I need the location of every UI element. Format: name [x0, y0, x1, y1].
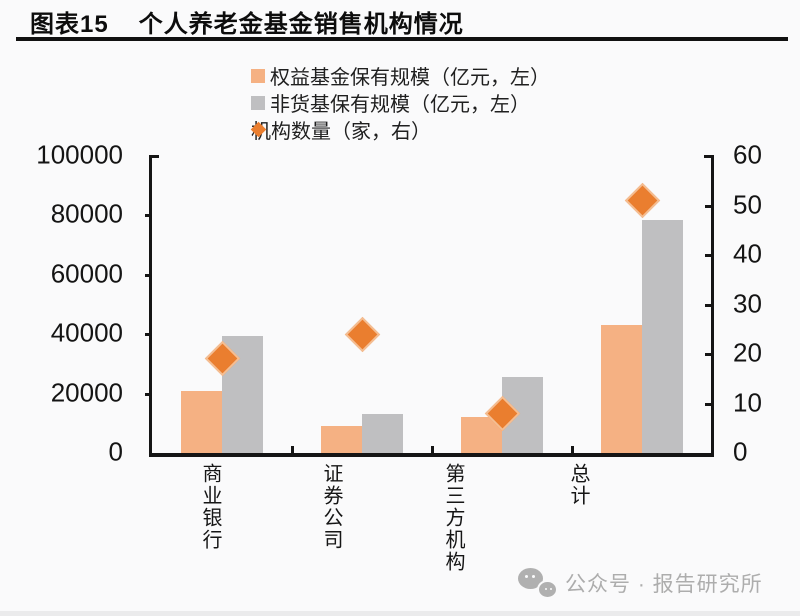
chart-header: 图表15 个人养老金基金销售机构情况: [30, 4, 464, 39]
y-axis-right-tick-label: 60: [733, 139, 762, 170]
legend-square-icon: [251, 95, 265, 110]
watermark: 公众号 · 报告研究所: [518, 567, 763, 599]
x-axis: [149, 453, 714, 457]
watermark-text: 公众号 · 报告研究所: [565, 573, 763, 596]
legend-item: 权益基金保有规模（亿元，左）: [251, 62, 550, 89]
y-axis-left-tick-label: 40000: [50, 317, 123, 348]
chart-legend: 权益基金保有规模（亿元，左） 非货基保有规模（亿元，左） 机构数量（家，右）: [250, 62, 550, 143]
y-axis-left-top-cap: [149, 155, 159, 158]
y-axis-right-tick: [705, 254, 712, 257]
equity-fund-bar: [601, 325, 642, 453]
nonmoney-fund-bar: [642, 219, 683, 453]
y-axis-right: [711, 156, 714, 457]
legend-square-icon: [251, 68, 265, 83]
title-divider: [16, 37, 788, 41]
y-axis-left-tick: [145, 392, 152, 396]
x-axis-tick: [291, 446, 294, 453]
y-axis-right-tick: [705, 402, 712, 406]
y-axis-left-tick-label: 0: [108, 436, 123, 467]
legend-label: 非货基保有规模（亿元，左）: [270, 94, 530, 116]
institution-count-diamond-marker: [344, 316, 380, 352]
institution-count-diamond-marker: [624, 182, 660, 219]
y-axis-right-tick-label: 20: [733, 337, 762, 368]
y-axis-right-tick: [705, 204, 712, 208]
x-axis-tick: [431, 446, 434, 453]
y-axis-left-tick-label: 60000: [50, 258, 123, 289]
wechat-icon: [518, 567, 556, 599]
y-axis-right-tick-label: 40: [733, 238, 762, 269]
y-axis-left-tick: [145, 273, 152, 277]
y-axis-left-tick: [145, 214, 152, 218]
y-axis-left: [149, 156, 152, 457]
y-axis-right-tick-label: 50: [733, 188, 762, 219]
figure-title: 个人养老金基金销售机构情况: [138, 11, 464, 38]
legend-item: 机构数量（家，右）: [250, 116, 550, 143]
y-axis-left-tick-label: 80000: [50, 198, 123, 229]
bottom-strip: [0, 611, 800, 616]
y-axis-left-tick: [145, 333, 152, 337]
y-axis-right-tick-label: 10: [733, 386, 762, 417]
equity-fund-bar: [321, 426, 362, 453]
y-axis-right-tick: [705, 303, 712, 307]
x-axis-tick: [571, 446, 574, 453]
nonmoney-fund-bar: [362, 414, 403, 453]
y-axis-right-top-cap: [704, 155, 714, 158]
category-label: 第三方机构: [442, 463, 464, 573]
y-axis-right-tick-label: 30: [733, 287, 762, 318]
category-label: 证券公司: [320, 463, 342, 551]
y-axis-right-tick-label: 0: [733, 436, 748, 467]
equity-fund-bar: [181, 390, 222, 453]
y-axis-left-tick-label: 20000: [50, 376, 123, 407]
legend-label: 权益基金保有规模（亿元，左）: [270, 67, 550, 89]
figure-tag: 图表15: [30, 11, 109, 38]
category-label: 商业银行: [199, 463, 221, 551]
legend-item: 非货基保有规模（亿元，左）: [251, 89, 550, 116]
y-axis-right-tick: [705, 353, 712, 356]
y-axis-left-tick-label: 100000: [36, 139, 123, 170]
category-label: 总计: [567, 463, 589, 507]
legend-label: 机构数量（家，右）: [251, 121, 431, 143]
